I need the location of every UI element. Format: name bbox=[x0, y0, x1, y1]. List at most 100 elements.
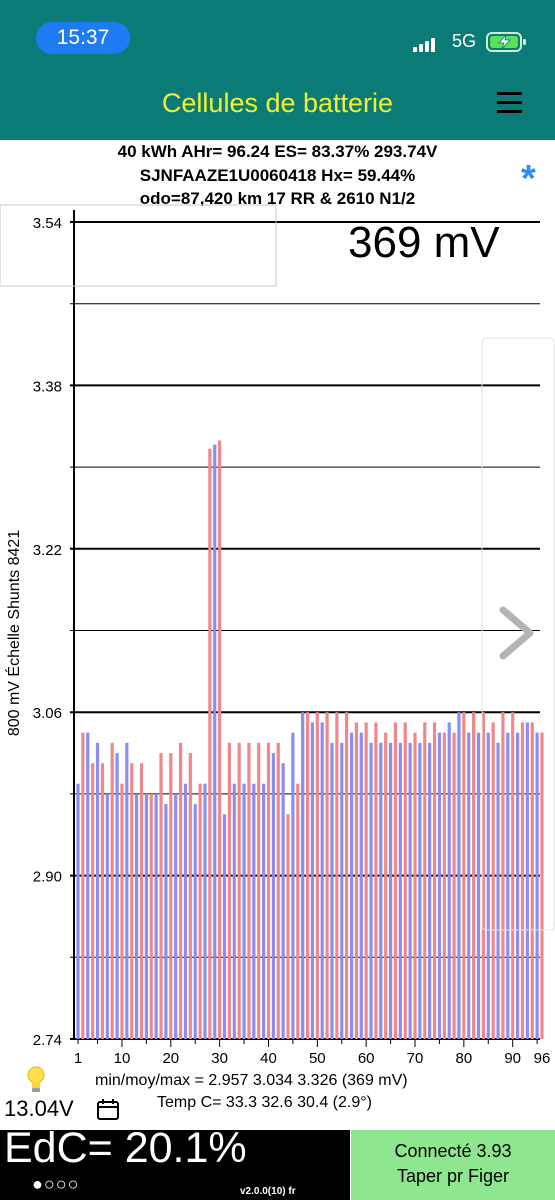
cell-bar-27 bbox=[203, 783, 207, 1039]
cell-bar-80 bbox=[462, 712, 466, 1039]
cell-bar-77 bbox=[447, 722, 451, 1039]
menu-icon[interactable] bbox=[497, 87, 522, 117]
cell-bar-57 bbox=[349, 732, 354, 1039]
cell-bar-61 bbox=[369, 742, 373, 1039]
vin-health: SJNFAAZE1U0060418 Hx= 59.44% bbox=[139, 166, 416, 185]
cell-bar-86 bbox=[491, 722, 495, 1039]
cell-bar-17 bbox=[154, 793, 158, 1039]
cell-bar-25 bbox=[193, 804, 197, 1039]
cell-bar-74 bbox=[432, 722, 437, 1039]
cell-bar-81 bbox=[467, 732, 471, 1039]
cell-bar-1 bbox=[76, 783, 80, 1039]
app-header bbox=[0, 70, 555, 140]
cell-bar-38 bbox=[257, 742, 261, 1039]
cell-bar-29 bbox=[213, 444, 217, 1039]
cell-bar-95 bbox=[535, 732, 539, 1039]
cell-bar-3 bbox=[86, 732, 90, 1039]
cell-bar-41 bbox=[271, 753, 275, 1039]
x-tick-label: 40 bbox=[260, 1050, 277, 1067]
cell-bar-65 bbox=[388, 742, 393, 1039]
cell-bar-12 bbox=[130, 763, 134, 1039]
cell-bar-39 bbox=[262, 783, 266, 1039]
cell-bar-58 bbox=[354, 722, 358, 1039]
zoom-box[interactable] bbox=[0, 204, 277, 287]
page-title: Cellules de batterie bbox=[161, 88, 394, 118]
cell-bar-18 bbox=[159, 753, 163, 1039]
soc-panel[interactable] bbox=[0, 1130, 350, 1200]
x-tick-label: 10 bbox=[114, 1050, 131, 1067]
cell-bar-89 bbox=[506, 732, 510, 1039]
cell-bar-46 bbox=[296, 783, 300, 1039]
cell-bar-73 bbox=[428, 742, 432, 1039]
cell-bar-37 bbox=[252, 783, 256, 1039]
cell-bar-7 bbox=[105, 793, 109, 1039]
cell-bar-66 bbox=[393, 722, 398, 1039]
cell-bar-8 bbox=[110, 742, 114, 1039]
cell-bar-34 bbox=[237, 742, 241, 1039]
cell-bar-31 bbox=[222, 814, 227, 1039]
side-scroll-panel[interactable] bbox=[481, 337, 555, 931]
y-tick-label: 3.22 bbox=[33, 542, 62, 559]
cell-bar-59 bbox=[359, 732, 363, 1039]
cell-bar-22 bbox=[178, 742, 183, 1039]
calendar-icon[interactable] bbox=[96, 1097, 120, 1121]
cell-bar-15 bbox=[144, 793, 148, 1039]
cell-bar-84 bbox=[481, 712, 485, 1039]
y-tick-label: 3.06 bbox=[33, 705, 62, 722]
signal-icon bbox=[413, 34, 437, 52]
x-tick-label: 80 bbox=[456, 1050, 473, 1067]
chevron-right-icon[interactable] bbox=[499, 606, 534, 660]
min-avg-max: min/moy/max = 2.957 3.034 3.326 (369 mV) bbox=[95, 1072, 408, 1089]
cell-bar-83 bbox=[476, 732, 481, 1039]
x-tick-label: 30 bbox=[211, 1050, 228, 1067]
star-icon[interactable]: * bbox=[521, 158, 536, 200]
cell-bar-24 bbox=[188, 753, 192, 1039]
x-tick-label: 50 bbox=[309, 1050, 326, 1067]
cell-bar-19 bbox=[164, 804, 168, 1039]
cell-bar-78 bbox=[452, 732, 456, 1039]
cell-bar-26 bbox=[198, 783, 202, 1039]
cell-bar-44 bbox=[286, 814, 290, 1039]
page-indicator[interactable]: ●○○○ bbox=[32, 1174, 80, 1194]
connect-button[interactable] bbox=[351, 1130, 555, 1200]
cell-bar-30 bbox=[218, 440, 222, 1039]
cell-bar-33 bbox=[232, 783, 236, 1039]
cell-bar-40 bbox=[266, 742, 271, 1039]
cell-bar-60 bbox=[364, 722, 368, 1039]
odometer-info: odo=87,420 km 17 RR & 2610 N1/2 bbox=[139, 189, 416, 206]
y-tick-label: 2.90 bbox=[33, 869, 62, 886]
battery-summary: 40 kWh AHr= 96.24 ES= 83.37% 293.74V bbox=[117, 142, 438, 161]
cell-bar-90 bbox=[511, 712, 515, 1039]
cell-bar-10 bbox=[120, 783, 124, 1039]
cell-bar-16 bbox=[149, 793, 153, 1039]
cell-bar-71 bbox=[418, 742, 422, 1039]
cell-bar-2 bbox=[81, 732, 85, 1039]
cell-bar-42 bbox=[276, 742, 280, 1039]
battery-charging-icon bbox=[486, 32, 526, 52]
cell-bar-67 bbox=[398, 742, 402, 1039]
cell-bar-36 bbox=[247, 742, 251, 1039]
lightbulb-icon[interactable] bbox=[26, 1066, 46, 1094]
cell-bar-45 bbox=[291, 732, 295, 1039]
cell-bar-53 bbox=[330, 742, 334, 1039]
cell-bar-14 bbox=[139, 763, 144, 1039]
delta-readout: 369 mV bbox=[348, 218, 500, 267]
cell-bar-63 bbox=[379, 742, 383, 1039]
cell-bar-48 bbox=[305, 712, 310, 1039]
status-time: 15:37 bbox=[36, 22, 130, 54]
cell-bar-35 bbox=[242, 783, 246, 1039]
freeze-hint: Taper pr Figer bbox=[396, 1166, 510, 1186]
cell-bar-91 bbox=[515, 732, 520, 1039]
x-tick-label: 70 bbox=[407, 1050, 424, 1067]
cell-bar-47 bbox=[301, 712, 305, 1039]
cell-voltage-chart[interactable]: 3.54 3.38 3.22 3.06 2.90 2.74 1 10 20 30 40 50 60 70… bbox=[0, 200, 555, 1070]
cell-bar-54 bbox=[335, 712, 339, 1039]
cell-bar-72 bbox=[423, 722, 427, 1039]
state-of-charge: EdC= 20.1% bbox=[4, 1124, 247, 1172]
cell-bar-88 bbox=[501, 712, 505, 1039]
cell-bar-62 bbox=[374, 722, 378, 1039]
cell-bar-11 bbox=[125, 742, 129, 1039]
y-tick-label: 2.74 bbox=[33, 1032, 62, 1049]
cell-bar-87 bbox=[496, 742, 500, 1039]
cell-bar-23 bbox=[183, 783, 188, 1039]
